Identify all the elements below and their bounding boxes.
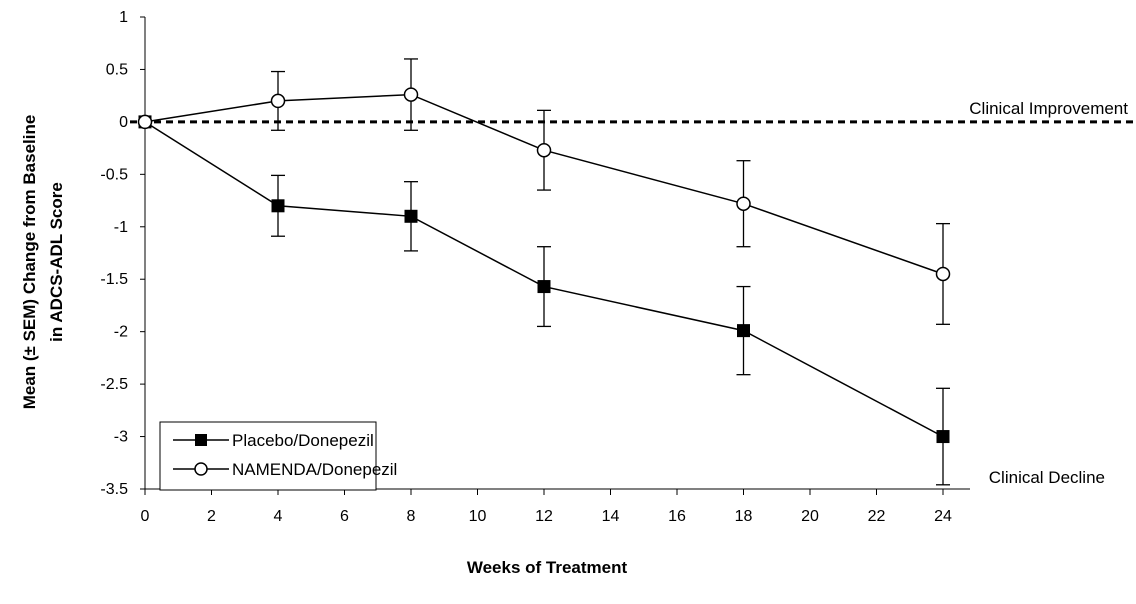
- series-1-point-3: [536, 142, 552, 158]
- legend-box: [159, 421, 377, 491]
- y-tick-label-5: -1.5: [100, 271, 128, 288]
- x-axis-ticks: 0 2 4 6 8 10 12 14 16 18 20 22 24: [141, 489, 952, 525]
- x-tick-label-6: 12: [535, 508, 553, 525]
- y-axis-title-line1: Mean (± SEM) Change from Baseline: [20, 115, 39, 410]
- series-1-point-1: [270, 93, 286, 109]
- x-tick-label-8: 16: [668, 508, 686, 525]
- x-tick-label-12: 24: [934, 508, 952, 525]
- series-0-point-4: [737, 324, 750, 338]
- y-tick-label-9: -3.5: [100, 481, 128, 498]
- series-1-point-4: [736, 196, 751, 211]
- y-tick-label-8: -3: [114, 429, 128, 446]
- series-1-line: [144, 93, 944, 275]
- legend: Placebo/Donepezil NAMENDA/Donepezil: [159, 421, 397, 491]
- y-tick-label-7: -2.5: [100, 376, 128, 393]
- legend-label-placebo: Placebo/Donepezil: [232, 431, 374, 450]
- x-tick-label-7: 14: [602, 508, 620, 525]
- x-tick-label-2: 4: [274, 508, 283, 525]
- x-tick-label-5: 10: [469, 508, 487, 525]
- x-axis-title: Weeks of Treatment: [467, 558, 628, 577]
- x-tick-label-4: 8: [407, 508, 416, 525]
- y-tick-label-0: 1: [119, 9, 128, 26]
- annotation-decline: Clinical Decline: [989, 468, 1105, 487]
- series-0-point-2: [404, 209, 418, 223]
- y-tick-label-2: 0: [119, 114, 128, 131]
- series-0-point-3: [537, 280, 551, 294]
- y-axis-title-line2: in ADCS-ADL Score: [47, 182, 66, 342]
- x-tick-label-1: 2: [207, 508, 216, 525]
- series-0-point-5: [936, 430, 950, 444]
- series-1-point-5: [935, 266, 951, 282]
- legend-label-namenda: NAMENDA/Donepezil: [232, 460, 397, 479]
- series-1-point-0: [137, 114, 153, 130]
- series-0: [138, 115, 950, 486]
- x-tick-label-11: 22: [868, 508, 886, 525]
- x-tick-label-3: 6: [340, 508, 349, 525]
- y-tick-label-1: 0.5: [106, 61, 128, 78]
- y-tick-label-4: -1: [114, 219, 128, 236]
- series-layer: [137, 58, 951, 486]
- series-0-point-1: [271, 199, 285, 213]
- y-axis-ticks: 1 0.5 0 -0.5 -1 -1.5 -2 -2.5 -3 -3.5: [100, 9, 145, 498]
- y-axis-title: Mean (± SEM) Change from Baseline in ADC…: [20, 115, 66, 410]
- y-tick-label-6: -2: [114, 324, 128, 341]
- x-tick-label-0: 0: [141, 508, 150, 525]
- series-1: [137, 58, 951, 325]
- series-1-point-2: [403, 87, 419, 102]
- legend-marker-namenda: [194, 462, 208, 476]
- x-tick-label-9: 18: [735, 508, 753, 525]
- series-0-line: [144, 121, 944, 438]
- y-tick-label-3: -0.5: [100, 166, 128, 183]
- annotation-improvement: Clinical Improvement: [969, 99, 1128, 118]
- x-tick-label-10: 20: [801, 508, 819, 525]
- legend-marker-placebo: [195, 434, 207, 446]
